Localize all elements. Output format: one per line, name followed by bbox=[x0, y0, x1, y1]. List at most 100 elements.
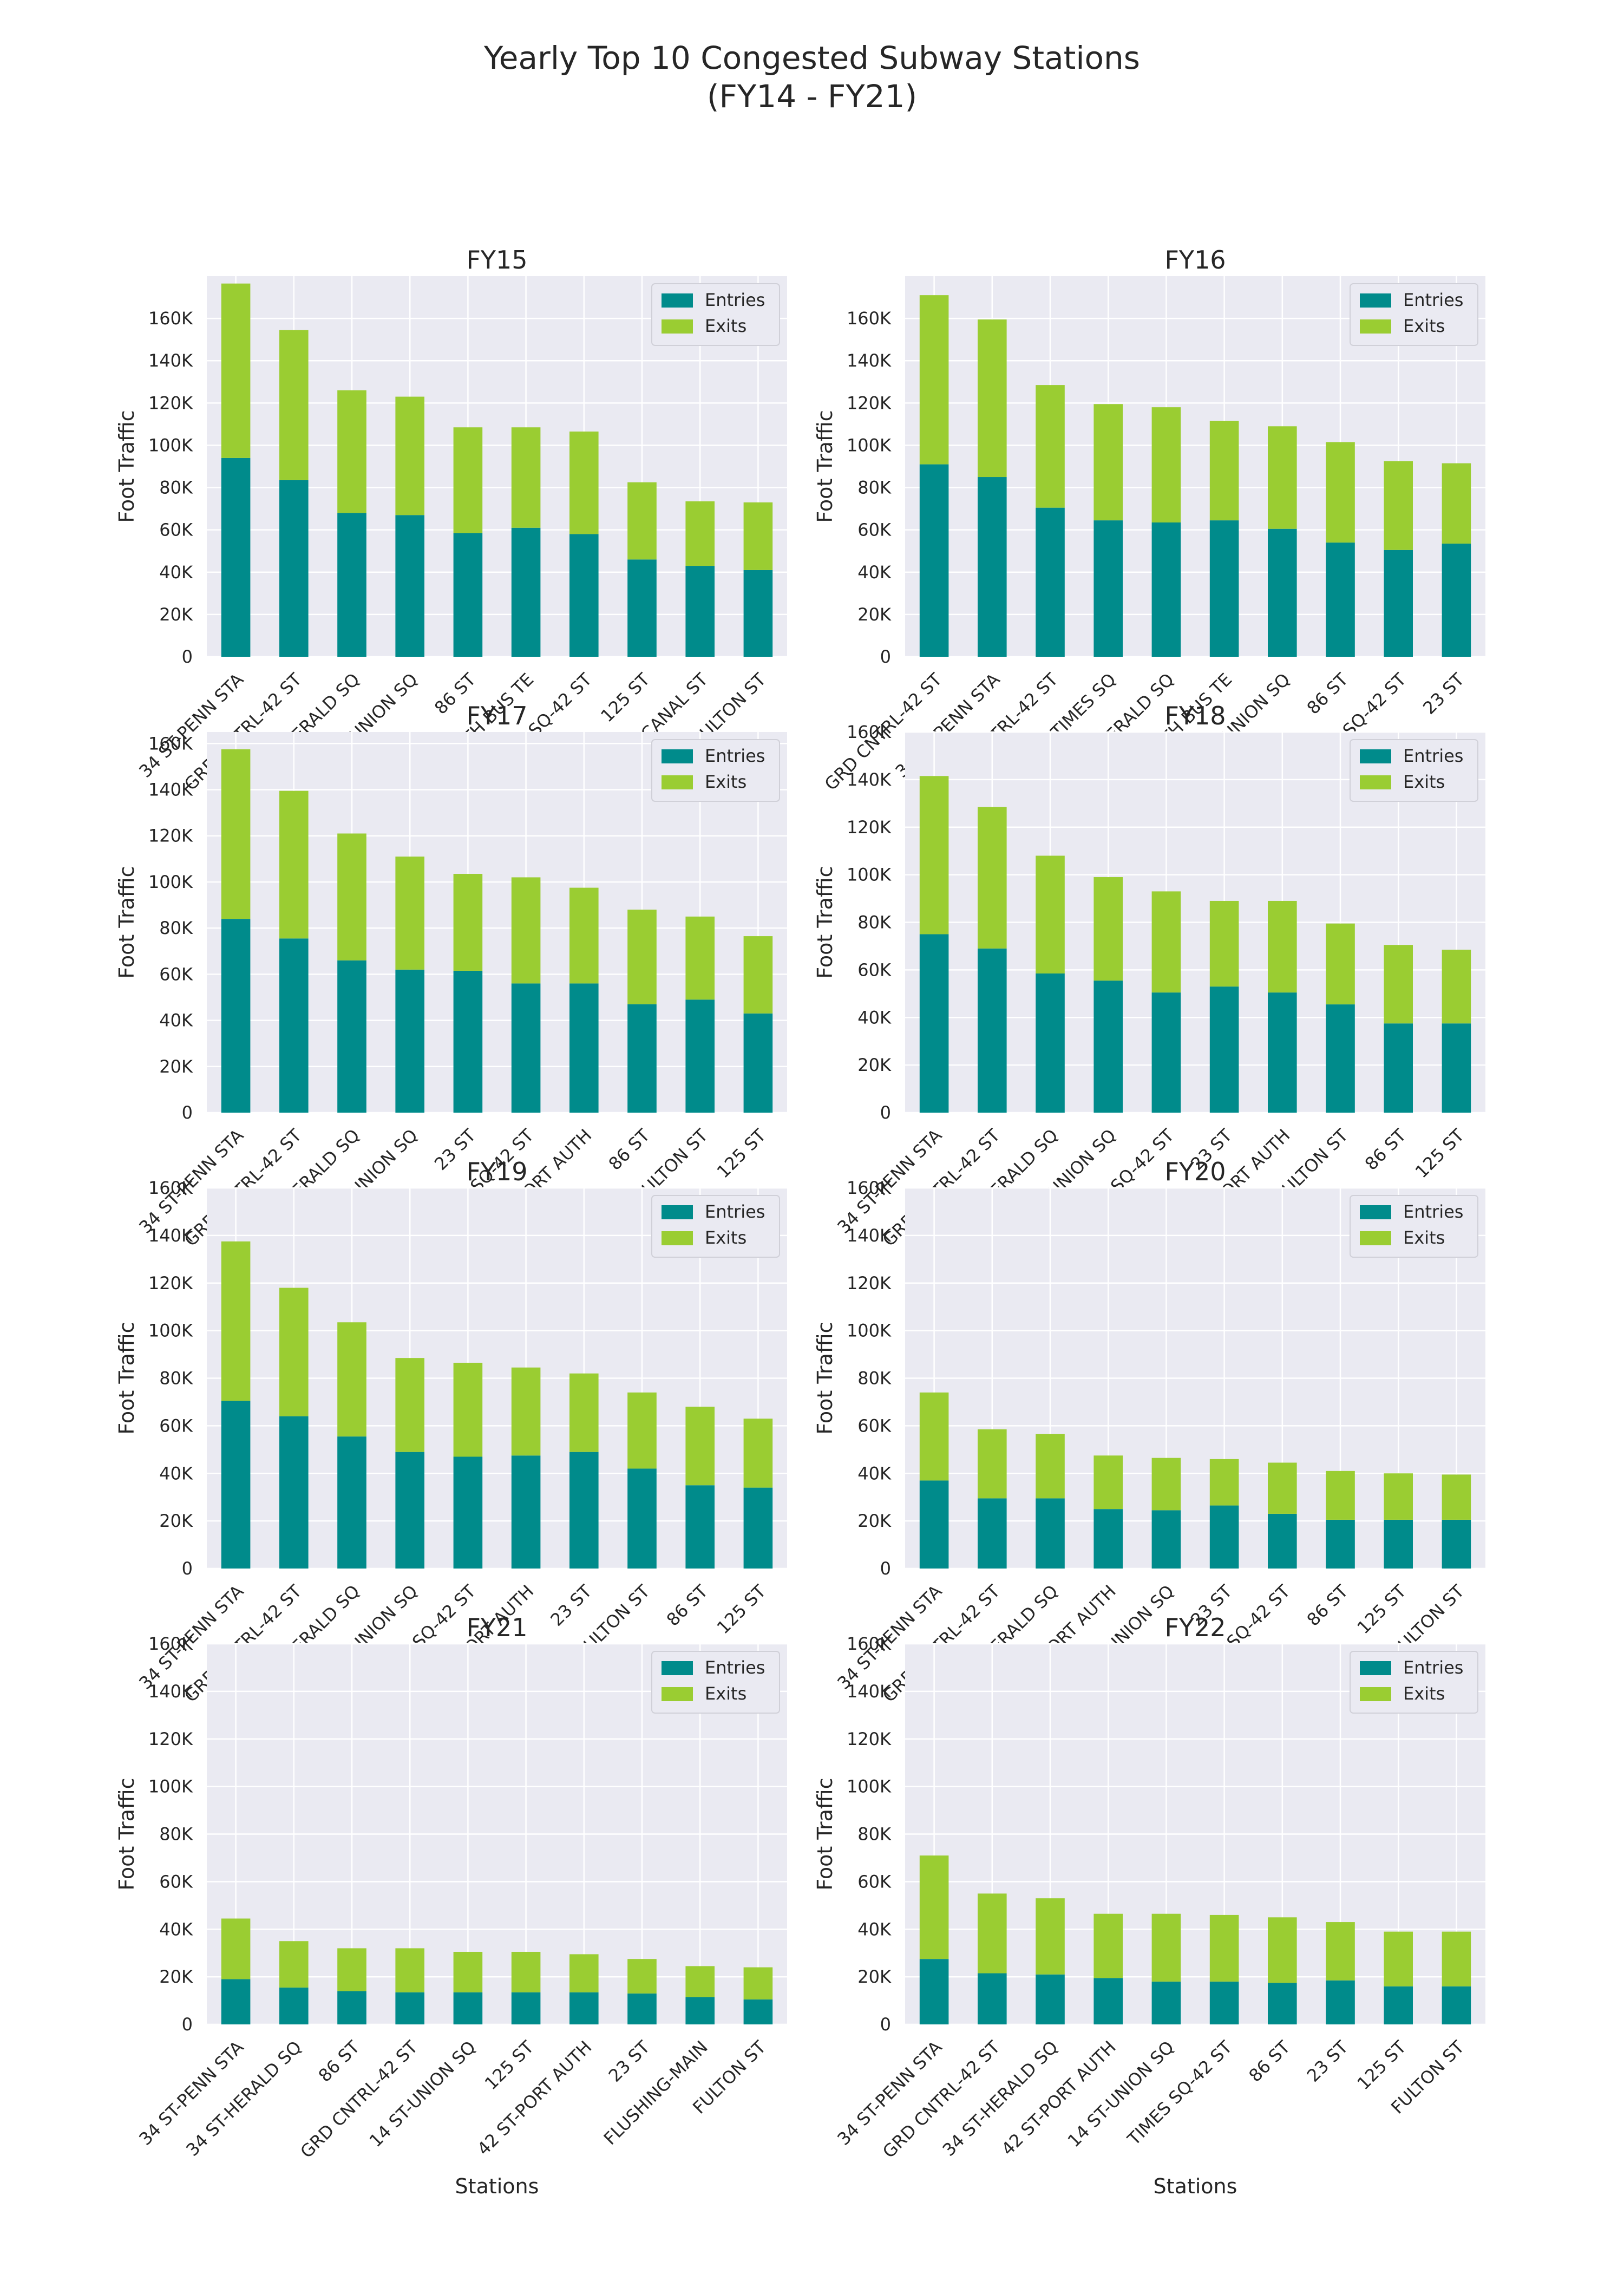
bar-exits bbox=[453, 1362, 483, 1457]
bar-entries bbox=[1151, 1981, 1181, 2024]
y-axis-label: Foot Traffic bbox=[813, 1322, 837, 1434]
legend-swatch-exits bbox=[1360, 775, 1391, 789]
chart-panel-fy21: 0 20K 40K 60K 80K 100K 120K 140K 160K 34 ST-PENN … bbox=[115, 1613, 787, 2198]
bar-exits bbox=[1093, 404, 1123, 521]
bar-entries bbox=[395, 969, 424, 1113]
bar-entries bbox=[395, 1992, 424, 2024]
x-tick-label: 42 ST-PORT AUTH bbox=[473, 2037, 596, 2160]
bar-entries bbox=[978, 1973, 1007, 2024]
legend-swatch-exits bbox=[662, 775, 693, 789]
y-axis-label: Foot Traffic bbox=[813, 1778, 837, 1890]
bar-exits bbox=[221, 749, 251, 919]
y-tick-label: 20K bbox=[159, 1966, 193, 1987]
bar-entries bbox=[1442, 1519, 1471, 1569]
bar-entries bbox=[1151, 1510, 1181, 1569]
bar-exits bbox=[1036, 855, 1065, 973]
y-tick-label: 100K bbox=[148, 872, 193, 892]
bar-entries bbox=[453, 1992, 483, 2024]
bar-entries bbox=[1093, 981, 1123, 1113]
bar-entries bbox=[627, 559, 657, 657]
y-tick-label: 60K bbox=[159, 1871, 193, 1892]
bar-exits bbox=[1442, 1474, 1471, 1520]
legend-label-entries: Entries bbox=[705, 1657, 765, 1678]
bar-entries bbox=[1036, 1498, 1065, 1569]
x-tick-label: 86 ST bbox=[663, 1580, 712, 1630]
bar-entries bbox=[395, 1452, 424, 1569]
y-tick-label: 80K bbox=[857, 478, 892, 498]
bar-exits bbox=[1151, 407, 1181, 522]
bar-entries bbox=[511, 527, 541, 657]
y-tick-label: 160K bbox=[847, 1178, 892, 1198]
bar-entries bbox=[279, 480, 309, 657]
bar-exits bbox=[1151, 1458, 1181, 1511]
legend: Entries Exits bbox=[1350, 739, 1478, 802]
bar-entries bbox=[743, 1487, 773, 1569]
legend-label-exits: Exits bbox=[1403, 316, 1445, 336]
bar-exits bbox=[743, 1419, 773, 1488]
bar-entries bbox=[1384, 550, 1413, 657]
legend-label-exits: Exits bbox=[705, 1683, 746, 1704]
x-tick-label: 86 ST bbox=[1361, 1125, 1410, 1174]
legend-label-exits: Exits bbox=[705, 1227, 746, 1248]
chart-title: FY22 bbox=[1164, 1613, 1226, 1642]
bar-exits bbox=[511, 1367, 541, 1456]
bar-exits bbox=[919, 1392, 949, 1481]
bar-entries bbox=[569, 1452, 599, 1569]
y-tick-label: 60K bbox=[159, 1415, 193, 1436]
legend-swatch-entries bbox=[1360, 1205, 1391, 1219]
bar-exits bbox=[685, 1407, 715, 1486]
x-tick-label: 125 ST bbox=[1353, 2036, 1410, 2094]
chart-title: FY17 bbox=[466, 701, 527, 730]
bar-entries bbox=[1151, 522, 1181, 657]
bar-exits bbox=[569, 1954, 599, 1992]
bar-entries bbox=[1384, 1023, 1413, 1113]
bar-entries bbox=[569, 534, 599, 657]
bar-exits bbox=[221, 283, 251, 458]
y-tick-label: 140K bbox=[148, 780, 193, 800]
bar-exits bbox=[627, 910, 657, 1004]
x-tick-label: 23 ST bbox=[1303, 2036, 1352, 2086]
figure-title-line-1: Yearly Top 10 Congested Subway Stations bbox=[484, 40, 1140, 76]
bar-entries bbox=[1209, 986, 1239, 1113]
y-tick-label: 20K bbox=[857, 1966, 892, 1987]
y-tick-label: 120K bbox=[847, 1729, 892, 1749]
bar-entries bbox=[569, 1992, 599, 2024]
y-axis-label: Foot Traffic bbox=[115, 1322, 139, 1434]
bar-entries bbox=[279, 1987, 309, 2024]
bar-exits bbox=[221, 1918, 251, 1979]
chart-title: FY16 bbox=[1164, 245, 1226, 275]
legend-label-exits: Exits bbox=[1403, 1227, 1445, 1248]
y-tick-label: 160K bbox=[148, 308, 193, 329]
y-tick-label: 160K bbox=[847, 722, 892, 742]
legend-swatch-entries bbox=[662, 1661, 693, 1675]
bar-exits bbox=[685, 1966, 715, 1997]
bar-exits bbox=[453, 874, 483, 971]
y-tick-label: 40K bbox=[857, 1919, 892, 1939]
figure-title-line-2: (FY14 - FY21) bbox=[706, 77, 918, 115]
x-tick-label: 125 ST bbox=[481, 2036, 538, 2094]
x-tick-label: 23 ST bbox=[1419, 669, 1468, 718]
y-tick-label: 40K bbox=[857, 1007, 892, 1028]
bar-entries bbox=[569, 983, 599, 1113]
x-axis-label: Stations bbox=[1154, 2174, 1237, 2198]
y-tick-label: 140K bbox=[148, 1681, 193, 1702]
y-tick-label: 60K bbox=[857, 1415, 892, 1436]
bar-exits bbox=[279, 1941, 309, 1988]
legend: Entries Exits bbox=[1350, 1195, 1478, 1258]
legend-label-exits: Exits bbox=[705, 772, 746, 792]
legend-swatch-entries bbox=[662, 1205, 693, 1219]
bar-exits bbox=[279, 1288, 309, 1416]
y-tick-label: 100K bbox=[148, 1321, 193, 1341]
y-tick-label: 80K bbox=[857, 1368, 892, 1389]
bar-entries bbox=[511, 1455, 541, 1569]
legend-label-entries: Entries bbox=[1403, 746, 1463, 766]
y-tick-label: 100K bbox=[847, 1776, 892, 1797]
y-tick-label: 60K bbox=[857, 520, 892, 540]
x-tick-label: 34 ST-HERALD SQ bbox=[182, 2037, 305, 2160]
bar-exits bbox=[1209, 421, 1239, 521]
y-tick-label: 160K bbox=[148, 1178, 193, 1198]
bar-exits bbox=[569, 887, 599, 984]
y-tick-label: 120K bbox=[847, 393, 892, 413]
bar-exits bbox=[1209, 1914, 1239, 1982]
